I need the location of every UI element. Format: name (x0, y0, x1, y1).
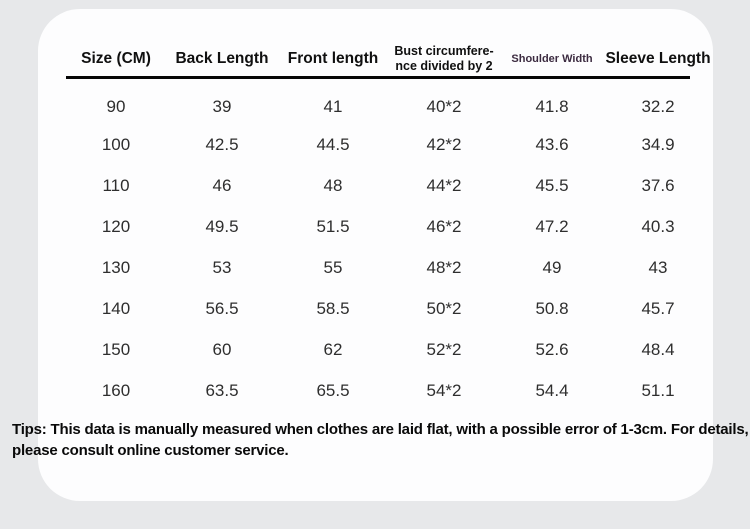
table-cell: 52*2 (426, 339, 462, 359)
table-cell: 47.2 (535, 216, 569, 236)
table-cell: 55 (323, 257, 343, 277)
table-cell: 41.8 (535, 97, 569, 116)
row-size-label: 150 (101, 339, 131, 359)
table-row-size-120: 120 49.5 51.5 46*2 47.2 40.3 (66, 206, 712, 247)
table-cell: 42.5 (205, 134, 239, 154)
table-cell: 32.2 (641, 97, 675, 116)
table-cell: 50.8 (535, 298, 569, 318)
table-cell: 51.1 (641, 380, 675, 400)
table-cell: 54*2 (426, 380, 462, 400)
table-row-size-100: 100 42.5 44.5 42*2 43.6 34.9 (66, 124, 712, 165)
tips-note: Tips: This data is manually measured whe… (12, 421, 749, 459)
table-cell: 53 (212, 257, 232, 277)
row-size-label: 90 (106, 97, 126, 116)
table-row-size-90: 90 39 41 40*2 41.8 32.2 (66, 76, 712, 124)
table-cell: 42*2 (426, 134, 462, 154)
column-header-size-cm: Size (CM) (81, 50, 151, 67)
table-cell: 45.5 (535, 175, 569, 195)
table-cell: 44.5 (316, 134, 350, 154)
row-size-label: 100 (101, 134, 131, 154)
table-cell: 50*2 (426, 298, 462, 318)
table-cell: 62 (323, 339, 343, 359)
table-cell: 51.5 (316, 216, 350, 236)
table-cell: 37.6 (641, 175, 675, 195)
header-divider (66, 76, 690, 79)
column-header-back-length: Back Length (175, 50, 269, 67)
table-cell: 40.3 (641, 216, 675, 236)
size-table: Size (CM) Back Length Front length Bust … (66, 28, 712, 411)
size-table-header: Size (CM) Back Length Front length Bust … (66, 28, 712, 76)
table-cell: 48.4 (641, 339, 675, 359)
table-cell: 46*2 (426, 216, 462, 236)
table-row-size-140: 140 56.5 58.5 50*2 50.8 45.7 (66, 288, 712, 329)
table-cell: 49 (542, 257, 562, 277)
table-cell: 65.5 (316, 380, 350, 400)
table-cell: 44*2 (426, 175, 462, 195)
column-header-front-length: Front length (287, 50, 379, 67)
table-cell: 40*2 (426, 97, 462, 116)
row-size-label: 160 (101, 380, 131, 400)
column-header-shoulder-width: Shoulder Width (511, 53, 593, 65)
row-size-label: 120 (101, 216, 131, 236)
table-cell: 58.5 (316, 298, 350, 318)
row-size-label: 140 (101, 298, 131, 318)
table-cell: 60 (212, 339, 232, 359)
table-cell: 54.4 (535, 380, 569, 400)
header-row: Size (CM) Back Length Front length Bust … (66, 28, 712, 76)
row-size-label: 130 (101, 257, 131, 277)
table-cell: 34.9 (641, 134, 675, 154)
table-cell: 52.6 (535, 339, 569, 359)
row-size-label: 110 (102, 175, 130, 195)
table-cell: 49.5 (205, 216, 239, 236)
table-cell: 63.5 (205, 380, 239, 400)
column-header-bust-circumference: Bust circumfere- nce divided by 2 (394, 44, 494, 73)
size-table-body: 90 39 41 40*2 41.8 32.2 100 42.5 44.5 42… (66, 76, 712, 411)
table-cell: 48*2 (426, 257, 462, 277)
table-cell: 43 (648, 257, 668, 277)
table-cell: 41 (323, 97, 343, 116)
table-cell: 46 (212, 175, 232, 195)
table-row-size-130: 130 53 55 48*2 49 43 (66, 247, 712, 288)
table-row-size-160: 160 63.5 65.5 54*2 54.4 51.1 (66, 370, 712, 411)
column-header-sleeve-length: Sleeve Length (605, 50, 711, 67)
table-cell: 43.6 (535, 134, 569, 154)
table-cell: 56.5 (205, 298, 239, 318)
table-cell: 48 (323, 175, 343, 195)
size-chart-card (38, 9, 713, 501)
table-row-size-110: 110 46 48 44*2 45.5 37.6 (66, 165, 712, 206)
table-cell: 39 (212, 97, 232, 116)
table-row-size-150: 150 60 62 52*2 52.6 48.4 (66, 329, 712, 370)
table-cell: 45.7 (641, 298, 675, 318)
